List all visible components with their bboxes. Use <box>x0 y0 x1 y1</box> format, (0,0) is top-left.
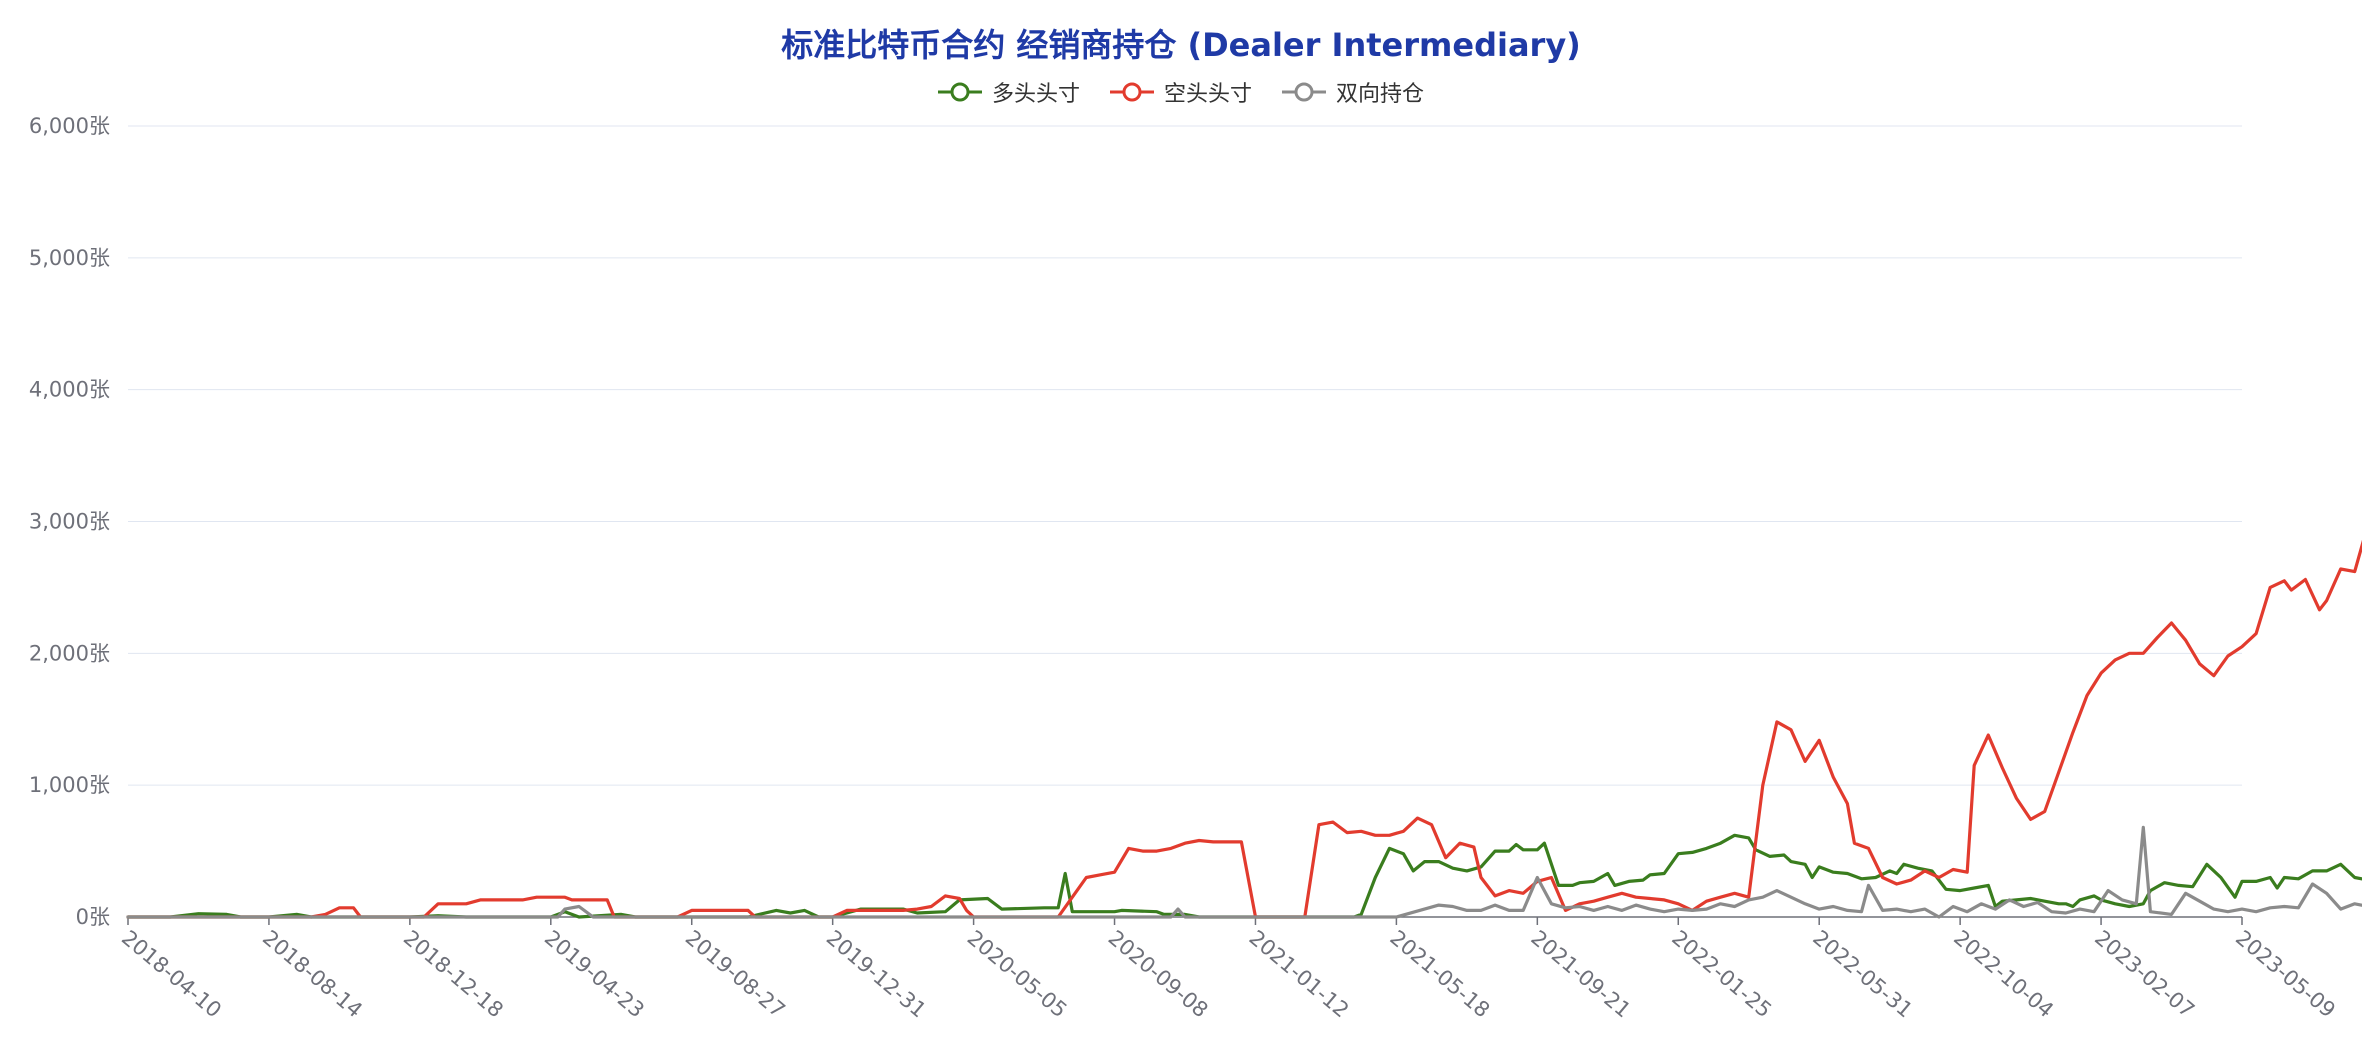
x-tick-label: 2023-05-09 <box>2231 926 2340 1023</box>
y-tick-label: 2,000张 <box>29 641 110 665</box>
x-tick-label: 2018-04-10 <box>117 926 226 1023</box>
x-tick-label: 2018-08-14 <box>258 926 367 1023</box>
y-tick-label: 6,000张 <box>29 114 110 138</box>
x-tick-label: 2020-05-05 <box>963 926 1072 1023</box>
y-tick-label: 3,000张 <box>29 510 110 534</box>
x-tick-label: 2021-01-12 <box>1245 926 1354 1023</box>
x-tick-label: 2021-05-18 <box>1385 926 1494 1023</box>
legend: 多头头寸 空头头寸 双向持仓 <box>0 76 2362 108</box>
x-tick-label: 2019-04-23 <box>540 926 649 1023</box>
y-tick-label: 4,000张 <box>29 378 110 402</box>
legend-label-spread: 双向持仓 <box>1336 82 1425 107</box>
x-tick-label: 2018-12-18 <box>399 926 508 1023</box>
x-tick-label: 2019-12-31 <box>822 926 931 1023</box>
legend-swatch-long <box>937 82 982 102</box>
x-tick-label: 2022-01-25 <box>1667 926 1776 1023</box>
x-tick-label: 2019-08-27 <box>681 926 790 1023</box>
x-tick-label: 2020-09-08 <box>1104 926 1213 1023</box>
y-tick-label: 5,000张 <box>29 246 110 270</box>
y-tick-label: 0张 <box>76 905 110 929</box>
legend-swatch-short <box>1109 82 1154 102</box>
y-tick-label: 1,000张 <box>29 773 110 797</box>
legend-swatch-spread <box>1282 82 1326 102</box>
chart-title: 标准比特币合约 经销商持仓 (Dealer Intermediary) <box>781 26 1581 64</box>
legend-label-long: 多头头寸 <box>991 82 1080 107</box>
x-tick-label: 2022-05-31 <box>1808 926 1917 1023</box>
series-line-2 <box>126 825 2362 919</box>
x-tick-label: 2021-09-21 <box>1526 926 1635 1023</box>
legend-label-short: 空头头寸 <box>1163 82 1252 107</box>
legend-item-short[interactable]: 空头头寸 <box>1109 76 1252 108</box>
x-tick-label: 2023-02-07 <box>2090 926 2199 1023</box>
series-line-1 <box>126 539 2362 919</box>
legend-item-spread[interactable]: 双向持仓 <box>1282 76 1424 108</box>
x-tick-label: 2022-10-04 <box>1949 926 2058 1023</box>
legend-item-long[interactable]: 多头头寸 <box>937 76 1080 108</box>
